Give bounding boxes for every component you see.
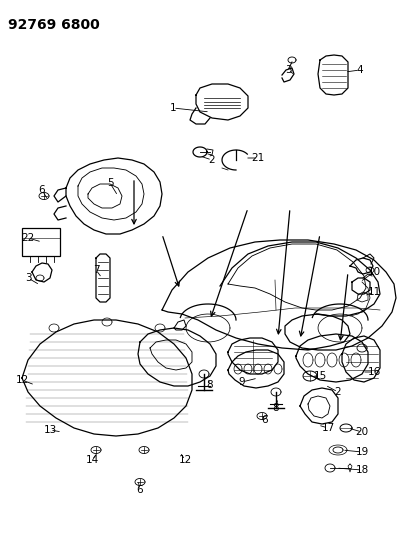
Text: 6: 6	[262, 415, 268, 425]
Text: 20: 20	[356, 427, 368, 437]
Text: 5: 5	[107, 178, 113, 188]
Text: 8: 8	[207, 380, 213, 390]
Text: 17: 17	[321, 423, 335, 433]
Text: 2: 2	[335, 387, 341, 397]
Text: 6: 6	[39, 185, 45, 195]
Text: 16: 16	[367, 367, 381, 377]
Text: 7: 7	[93, 265, 99, 275]
Text: 11: 11	[367, 287, 381, 297]
Bar	[22, 228, 60, 256]
Text: 12: 12	[179, 455, 191, 465]
Text: 8: 8	[273, 403, 279, 413]
Text: 3: 3	[25, 273, 32, 283]
Text: 3: 3	[285, 65, 291, 75]
Text: 92769 6800: 92769 6800	[8, 18, 100, 32]
Text: 12: 12	[15, 375, 29, 385]
Text: 13: 13	[43, 425, 57, 435]
Text: 10: 10	[367, 267, 381, 277]
Text: 21: 21	[251, 153, 265, 163]
Text: 19: 19	[356, 447, 368, 457]
Text: 15: 15	[314, 371, 326, 381]
Text: 1: 1	[170, 103, 176, 113]
Text: 9: 9	[239, 377, 245, 387]
Text: 18: 18	[356, 465, 368, 475]
Text: 2: 2	[209, 155, 215, 165]
Text: 4: 4	[357, 65, 363, 75]
Text: 22: 22	[21, 233, 35, 243]
Text: 14: 14	[85, 455, 99, 465]
Text: 6: 6	[137, 485, 143, 495]
